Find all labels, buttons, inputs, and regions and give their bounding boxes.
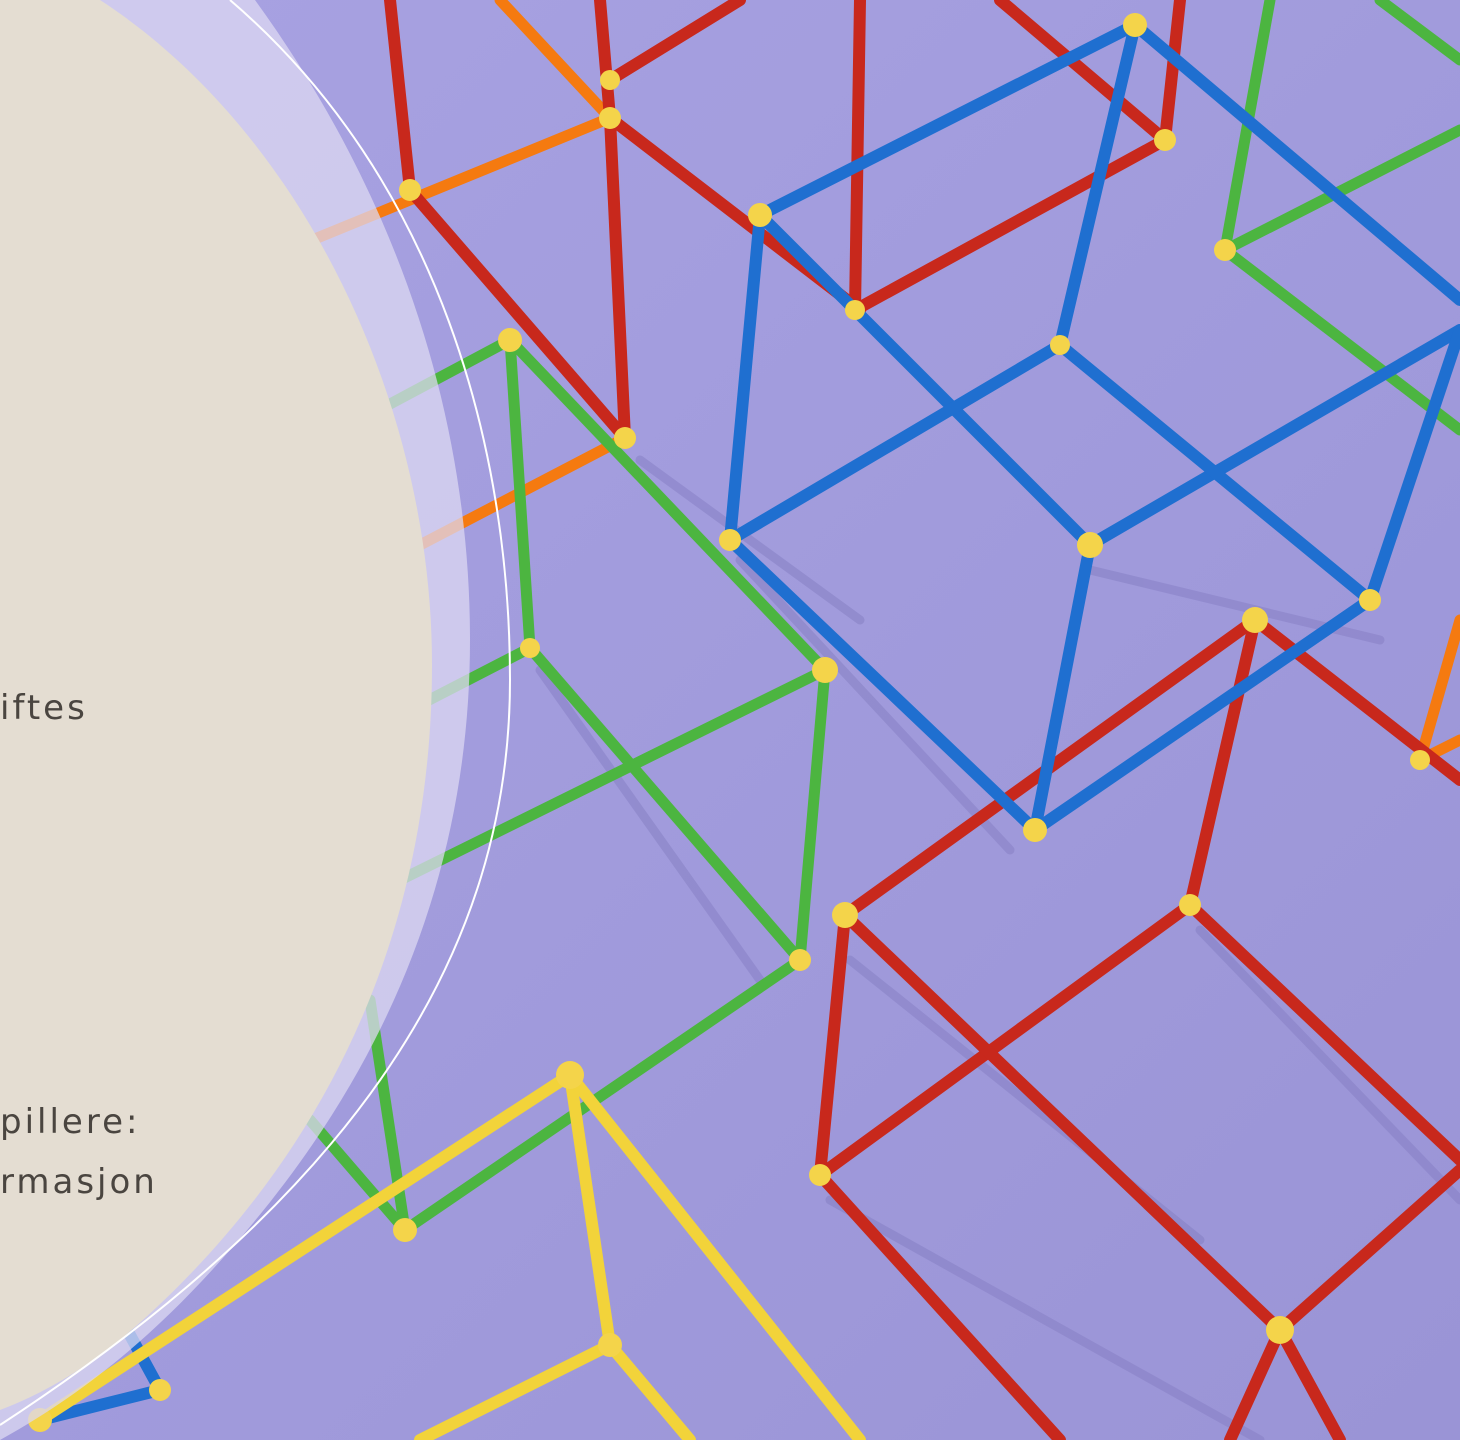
blue-struts — [34, 19, 1460, 1426]
decorative-arc — [0, 0, 512, 1426]
green-struts — [304, 0, 1460, 1236]
yellow-struts — [34, 1069, 866, 1440]
content-panel — [0, 0, 432, 1410]
text-line-3: rmasjon — [0, 1162, 158, 1202]
text-line-1: iftes — [0, 688, 88, 728]
text-line-2: pillere: — [0, 1102, 141, 1142]
star-connector-icon — [28, 13, 1430, 1432]
